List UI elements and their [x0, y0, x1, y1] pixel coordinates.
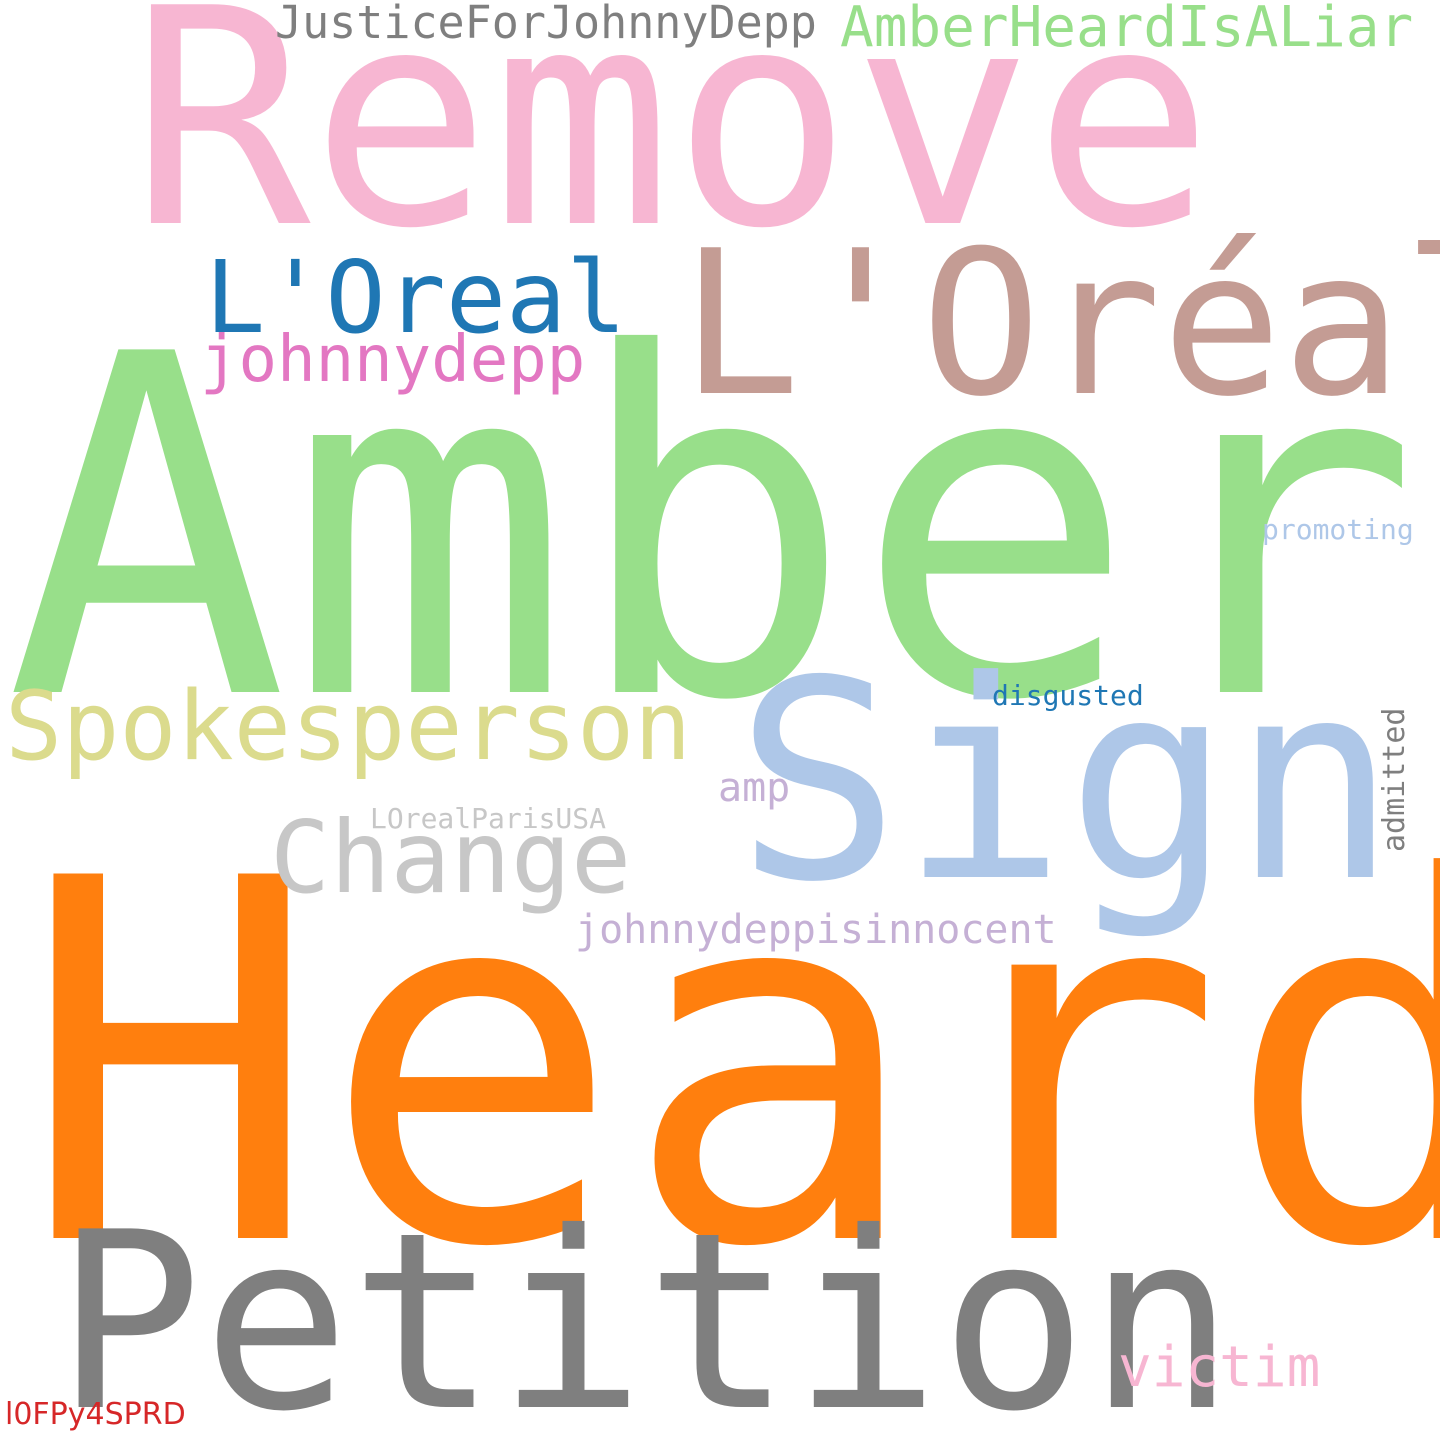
word-johnnydeppisinnocent: johnnydeppisinnocent — [575, 907, 1057, 953]
word-loreal-accented: L'Oréal — [680, 208, 1440, 441]
word-disgusted: disgusted — [992, 679, 1144, 712]
word-lorealparisusa: LOrealParisUSA — [370, 802, 607, 835]
word-loreal: L'Oreal — [205, 239, 627, 356]
word-amber: Amber — [5, 256, 1420, 803]
word-spokesperson: Spokesperson — [5, 672, 692, 782]
word-l0fpy4sprd: l0FPy4SPRD — [5, 1397, 186, 1432]
word-victim: victim — [1118, 1335, 1321, 1400]
word-amp: amp — [718, 765, 791, 811]
word-petition: Petition — [55, 1180, 1236, 1440]
word-amberheardisaliar: AmberHeardIsALiar — [840, 0, 1414, 60]
word-admitted: admitted — [1377, 707, 1412, 853]
word-justiceforjohnnydepp: JusticeForJohnnyDepp — [275, 0, 817, 49]
word-heard: Heard — [20, 774, 1440, 1356]
word-remove: Remove — [130, 0, 1214, 294]
word-change: Change — [270, 799, 632, 916]
word-promoting: promoting — [1262, 513, 1414, 546]
word-johnnydepp: johnnydepp — [200, 323, 586, 397]
word-sign: Sign — [735, 622, 1398, 942]
